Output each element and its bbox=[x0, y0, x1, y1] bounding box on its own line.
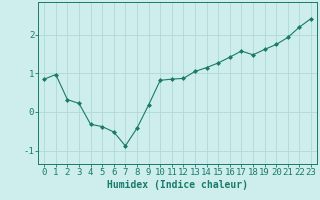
X-axis label: Humidex (Indice chaleur): Humidex (Indice chaleur) bbox=[107, 180, 248, 190]
